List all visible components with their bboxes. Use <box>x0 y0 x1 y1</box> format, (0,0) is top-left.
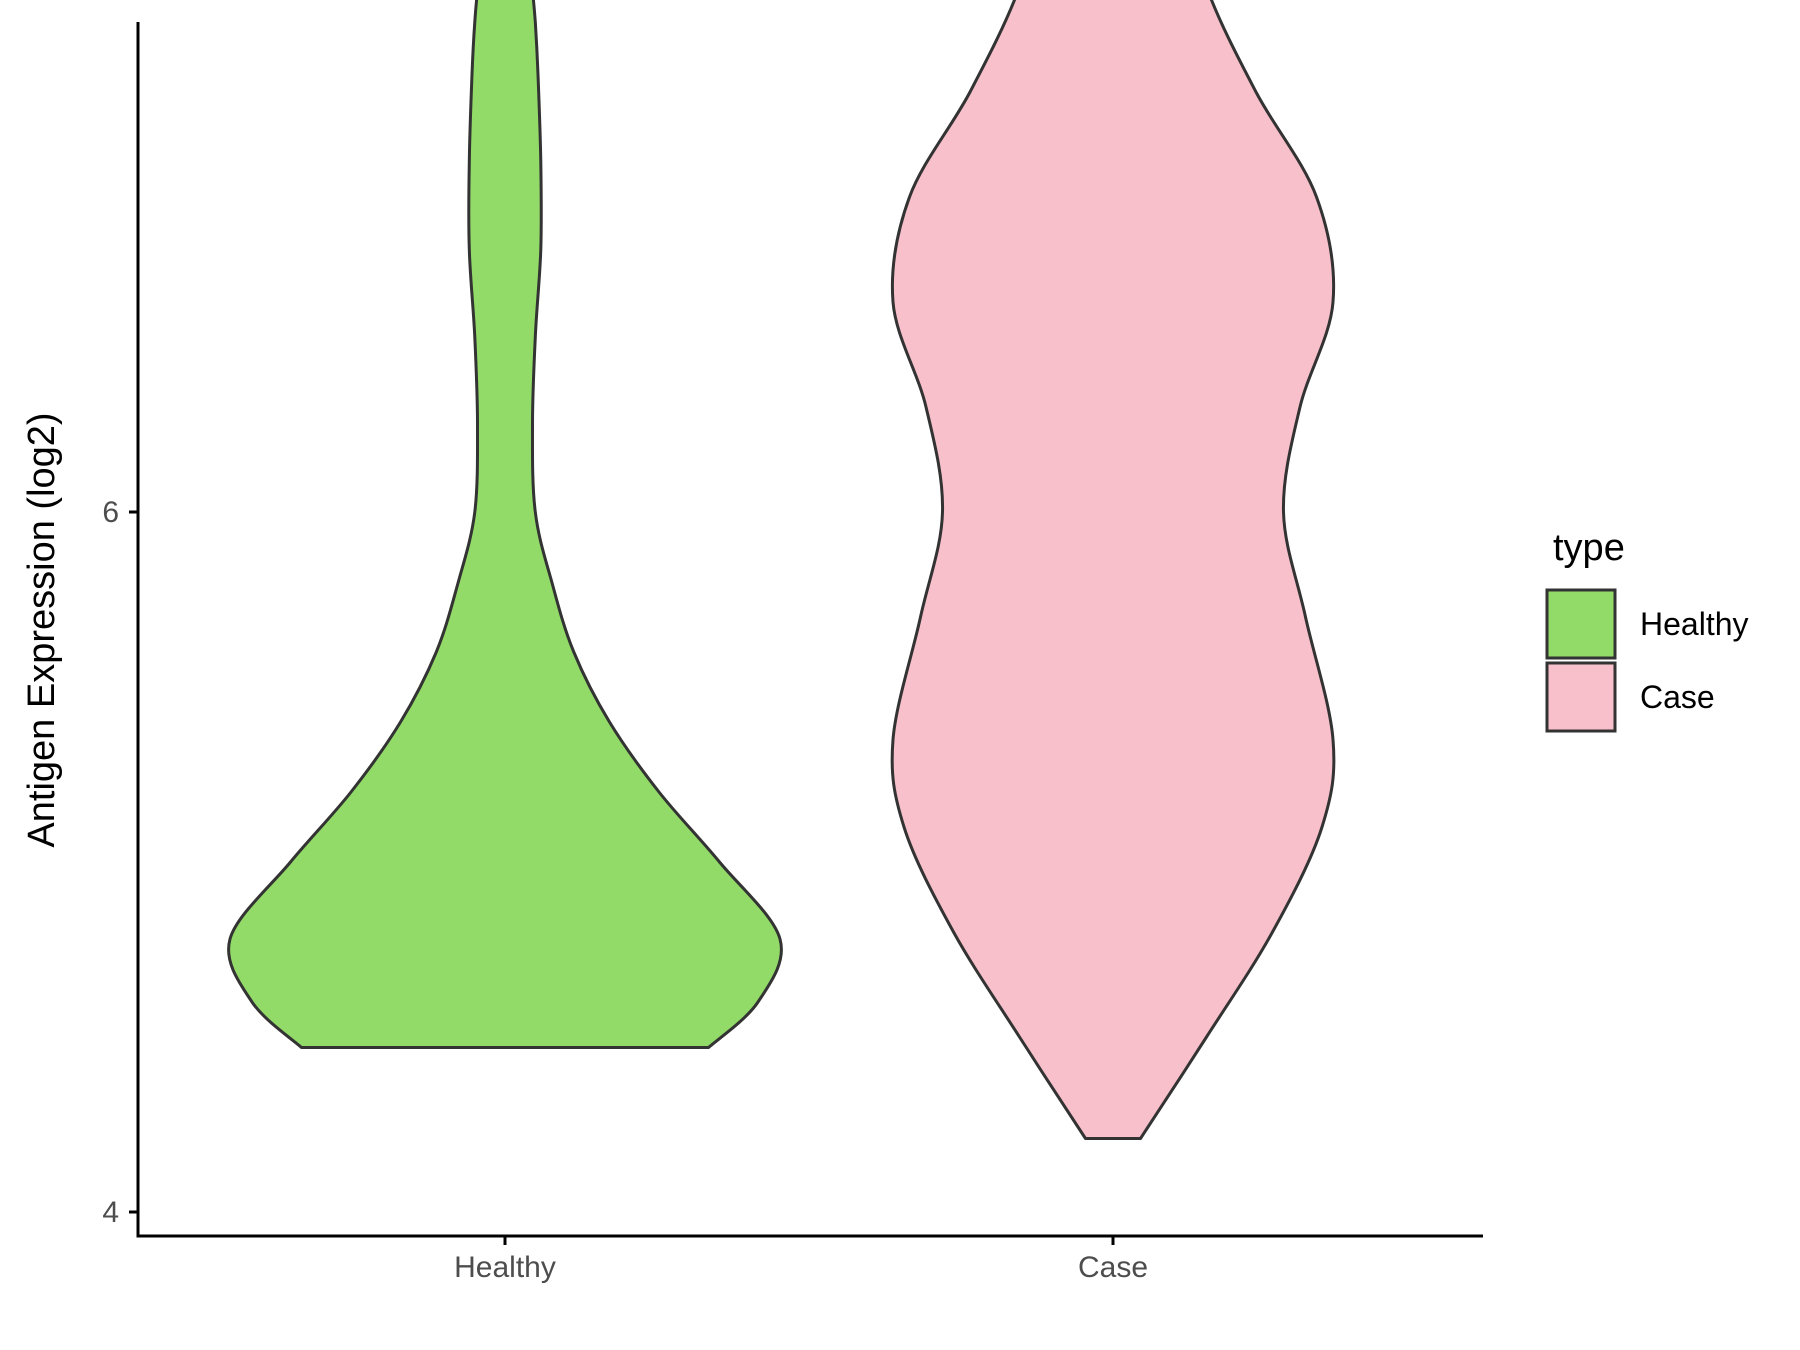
legend-swatch-case <box>1545 661 1617 733</box>
legend-title: type <box>1553 527 1625 569</box>
x-tick-label: Healthy <box>454 1251 556 1284</box>
legend-label-healthy: Healthy <box>1640 606 1749 642</box>
legend: type Healthy Case <box>1545 527 1749 733</box>
y-axis-title: Antigen Expression (log2) <box>21 412 63 847</box>
y-axis-ticks: 46810 <box>102 496 138 1229</box>
legend-items: Healthy Case <box>1545 588 1749 733</box>
y-tick-label: 6 <box>102 496 119 529</box>
legend-label-case: Case <box>1640 679 1715 715</box>
y-tick-label: 4 <box>102 1196 119 1229</box>
x-tick-label: Case <box>1078 1251 1148 1284</box>
violin-healthy <box>227 0 783 1049</box>
violin-case <box>890 0 1336 1140</box>
violins <box>227 0 1336 1140</box>
legend-swatch-healthy <box>1545 588 1617 660</box>
x-axis-ticks: Healthy Case <box>454 1236 1148 1284</box>
